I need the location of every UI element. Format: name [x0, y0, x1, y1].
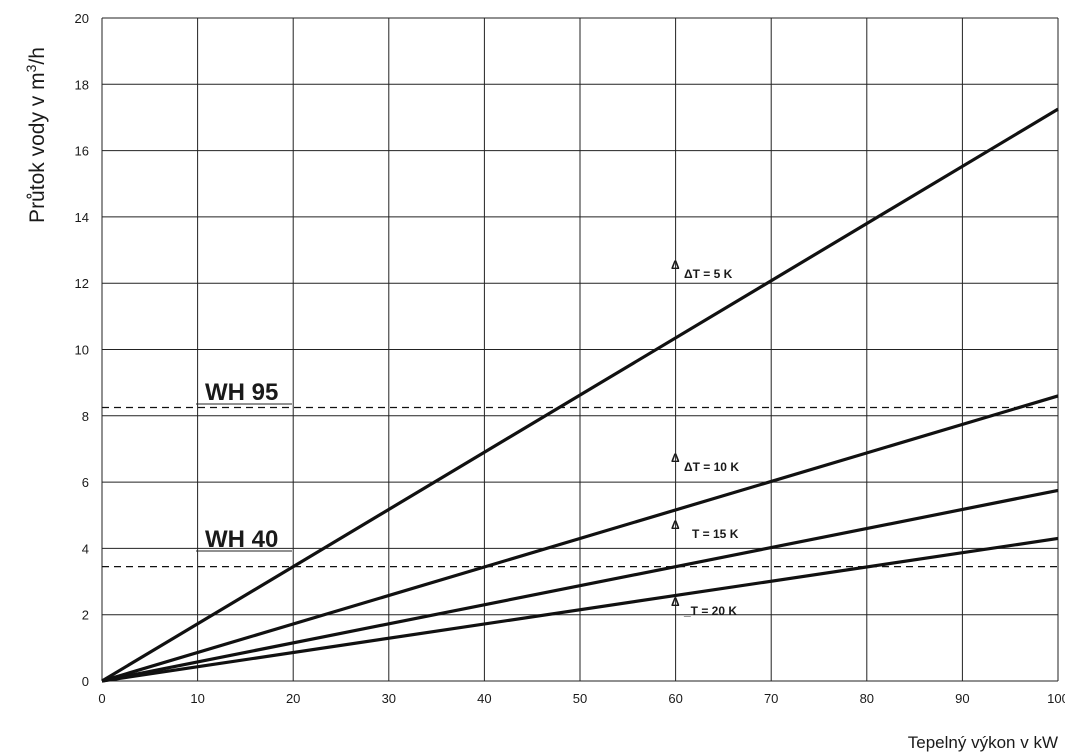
x-tick-label: 70: [764, 691, 778, 706]
reference-line-label: WH 40: [205, 526, 278, 553]
reference-line-label: WH 95: [205, 379, 278, 406]
y-tick-label: 8: [82, 409, 89, 424]
series-line: [101, 394, 1059, 683]
series-label: ΔT = 10 K: [684, 460, 739, 474]
delta-glyph: Δ: [671, 451, 680, 465]
series-line: [101, 107, 1059, 683]
y-tick-label: 12: [75, 276, 89, 291]
y-tick-label: 6: [82, 475, 89, 490]
x-tick-label: 20: [286, 691, 300, 706]
series-line: [101, 488, 1059, 683]
x-tick-label: 90: [955, 691, 969, 706]
y-tick-label: 16: [75, 144, 89, 159]
series-label: T = 15 K: [692, 527, 739, 541]
delta-glyph: Δ: [671, 518, 680, 532]
reference-lines: WH 95 WH 40: [102, 379, 1058, 568]
x-tick-label: 30: [382, 691, 396, 706]
delta-glyph: Δ: [671, 595, 680, 609]
y-tick-label: 0: [82, 674, 89, 689]
series-lines: [101, 107, 1059, 683]
y-axis-title-superscript: 3: [23, 64, 39, 72]
x-tick-label: 0: [98, 691, 105, 706]
y-axis-title: Průtok vody v m3/h: [23, 47, 49, 223]
x-tick-label: 40: [477, 691, 491, 706]
x-tick-label: 50: [573, 691, 587, 706]
grid: [101, 17, 1059, 682]
tick-labels: 0 10 20 30 40 50 60 70 80 90 100 0 2 4 6 8 10 12 14 16 18 20: [75, 11, 1065, 706]
y-tick-label: 14: [75, 210, 89, 225]
y-tick-label: 20: [75, 11, 89, 26]
y-tick-label: 4: [82, 541, 89, 556]
series-line: [101, 536, 1059, 683]
y-tick-label: 2: [82, 608, 89, 623]
x-tick-label: 60: [668, 691, 682, 706]
x-axis-title: Tepelný výkon v kW: [908, 733, 1058, 752]
x-tick-label: 10: [190, 691, 204, 706]
series-label: ΔT = 5 K: [684, 267, 733, 281]
y-axis-title-main: Průtok vody v m: [26, 72, 49, 223]
y-axis-title-unit: /h: [26, 47, 49, 65]
delta-glyph: Δ: [671, 258, 680, 272]
x-tick-label: 100: [1047, 691, 1065, 706]
series-label: _T = 20 K: [683, 604, 737, 618]
y-tick-label: 10: [75, 343, 89, 358]
y-tick-label: 18: [75, 77, 89, 92]
x-tick-label: 80: [860, 691, 874, 706]
